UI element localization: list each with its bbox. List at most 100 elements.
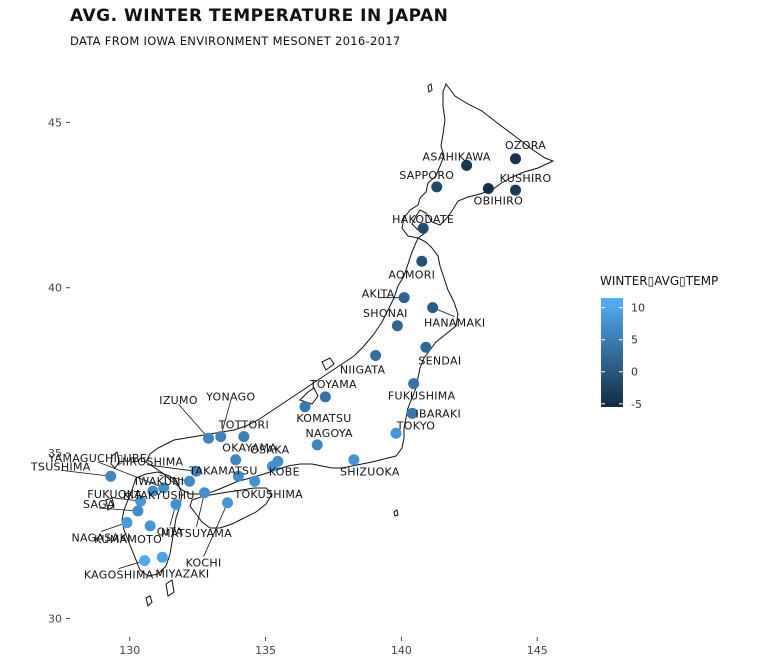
city-label: MATSUYAMA [161, 527, 232, 540]
city-label: IBARAKI [415, 407, 461, 420]
city-label: TOYAMA [309, 378, 357, 391]
city-point [147, 485, 159, 497]
label-leader-line [178, 403, 209, 439]
legend-title: WINTER▯AVG▯TEMP [600, 274, 718, 288]
city-point [348, 454, 360, 466]
city-label: AOMORI [388, 268, 435, 281]
city-label: OSAKA [250, 443, 290, 456]
japan-coastline [105, 82, 555, 607]
city-point [230, 454, 242, 466]
city-point [431, 181, 443, 193]
city-point [190, 465, 202, 477]
legend-tick-label: -5 [631, 398, 642, 411]
city-label: HAKODATE [392, 213, 454, 226]
city-label: AKITA [362, 288, 395, 301]
city-label: HANAMAKI [424, 317, 485, 330]
city-point [105, 470, 117, 482]
honshu-outline [145, 237, 459, 495]
label-leader-line [220, 400, 232, 437]
city-point [416, 255, 428, 267]
izu-islet [393, 509, 399, 517]
legend-tick-label: 0 [631, 366, 638, 379]
city-point [370, 350, 382, 362]
city-point [420, 341, 432, 353]
city-label: KOMATSU [296, 412, 351, 425]
noto-peninsula [299, 387, 319, 405]
label-leader-line [203, 502, 228, 557]
city-point [427, 302, 439, 314]
city-label: NAGOYA [306, 427, 354, 440]
hokkaido-outline [401, 82, 555, 239]
legend-tick-label: 10 [631, 302, 645, 315]
y-tick-label: 35 [48, 447, 62, 460]
city-label: IWAKUNI [135, 475, 185, 488]
city-point [132, 505, 144, 517]
city-point [121, 517, 133, 529]
city-label: FUKUOKA [87, 488, 142, 501]
color-legend: WINTER▯AVG▯TEMP 10 5 0 -5 [600, 274, 718, 411]
city-point [203, 432, 215, 444]
x-tick-label: 145 [527, 644, 548, 657]
label-leader-line [196, 492, 205, 527]
label-leader-lines [60, 297, 455, 569]
city-labels: OZORA ASAHIKAWA KUSHIRO SAPPORO OBIHIRO HAKOD… [30, 139, 552, 582]
city-label: OKAYAMA [222, 442, 277, 455]
city-point [311, 439, 323, 451]
city-point [158, 482, 170, 494]
city-point [249, 475, 261, 487]
x-tick-label: 130 [119, 644, 140, 657]
city-label: SHONAI [363, 307, 408, 320]
city-point [408, 378, 420, 390]
city-point [232, 470, 244, 482]
x-tick-label: 135 [255, 644, 276, 657]
tanegashima-island [165, 579, 175, 597]
city-label: NIIGATA [340, 364, 386, 377]
city-label: KUMAMOTO [94, 533, 162, 546]
city-point [319, 391, 331, 403]
city-label: FUKUSHIMA [388, 390, 456, 403]
city-point [156, 551, 168, 563]
city-label: KUSHIRO [500, 172, 552, 185]
city-label: SAPPORO [399, 169, 454, 182]
city-point [390, 427, 402, 439]
legend-tick-label: 5 [631, 334, 638, 347]
city-point [222, 497, 234, 509]
city-label: KAGOSHIMA [84, 569, 154, 582]
label-leader-line [60, 469, 111, 477]
axes: 130 135 140 145 30 35 40 45 [48, 116, 548, 657]
legend-colorbar [601, 298, 623, 407]
city-point [184, 475, 196, 487]
city-label: KOBE [269, 465, 300, 478]
city-point [215, 431, 227, 443]
city-label: SENDAI [418, 354, 461, 367]
y-tick-label: 40 [48, 282, 62, 295]
city-point [198, 487, 210, 499]
city-point [510, 184, 522, 196]
city-point [482, 183, 494, 195]
city-label: NAGASAKI [71, 532, 130, 545]
city-point [461, 159, 473, 171]
tsushima-island [110, 451, 120, 469]
y-tick-label: 45 [48, 116, 62, 129]
city-label: ASAHIKAWA [423, 150, 491, 163]
city-point [144, 520, 156, 532]
city-label: TOTTORI [218, 419, 269, 432]
city-point [406, 407, 418, 419]
city-label: SAGA [83, 498, 115, 511]
label-leader-line [150, 464, 197, 472]
city-label: TOKYO [396, 419, 436, 432]
label-leader-line [98, 507, 138, 512]
city-label: YONAGO [205, 391, 255, 404]
city-label: OZORA [505, 139, 546, 152]
city-point [417, 222, 429, 234]
shikoku-outline [189, 487, 273, 529]
city-label: MIYAZAKI [155, 567, 209, 580]
city-label: TAKAMATSU [188, 464, 258, 477]
hokkaido-islet [427, 83, 433, 93]
city-point [238, 431, 250, 443]
city-label: IZUMO [159, 394, 198, 407]
city-point [135, 495, 147, 507]
city-label: TSUSHIMA [30, 460, 91, 473]
city-point [510, 153, 522, 165]
chart-subtitle: DATA FROM IOWA ENVIRONMENT MESONET 2016-… [70, 34, 401, 48]
